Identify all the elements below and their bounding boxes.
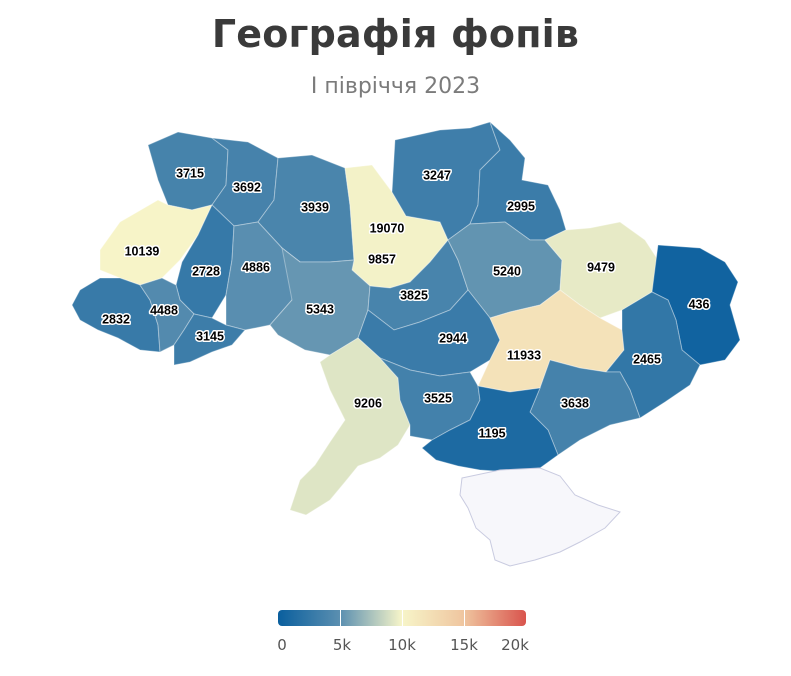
region-kherson[interactable] <box>421 385 559 473</box>
legend-label: 20k <box>501 636 529 654</box>
region-donetsk[interactable] <box>604 291 701 419</box>
region-value-label-odesa: 9206 <box>354 396 382 410</box>
legend-tick <box>401 610 403 626</box>
region-value-label-zhytomyr: 3939 <box>301 200 329 214</box>
legend-tick <box>463 610 465 626</box>
region-value-label-luhansk: 436 <box>689 297 710 311</box>
region-value-label-vinnytsia: 5343 <box>306 302 334 316</box>
legend-label: 5k <box>332 636 352 654</box>
region-value-label-poltava: 5240 <box>493 264 521 278</box>
legend-label: 15k <box>450 636 478 654</box>
labels-layer: 3715 3692 3939 19070 9857 3247 2995 10139 2728 48… <box>101 165 711 442</box>
region-value-label-lviv: 10139 <box>125 244 160 258</box>
region-value-label-kherson: 1195 <box>478 426 505 440</box>
region-value-label-zakarpattia: 2832 <box>102 312 130 326</box>
region-value-label-dnipropetrovsk: 11933 <box>507 348 541 362</box>
regions-layer <box>71 121 741 567</box>
map-subtitle: І півріччя 2023 <box>310 74 481 99</box>
map-title: Географія фопів <box>211 12 580 56</box>
region-crimea[interactable] <box>459 467 621 567</box>
region-value-label-cherkasy: 3825 <box>400 288 428 302</box>
region-value-label-chernihiv: 3247 <box>423 168 451 182</box>
legend-tick <box>339 610 341 626</box>
region-value-label-kirovohrad: 2944 <box>439 331 467 345</box>
region-value-label-kyiv-oblast: 9857 <box>368 252 396 266</box>
region-value-label-rivne: 3692 <box>233 180 261 194</box>
legend-label: 10k <box>388 636 416 654</box>
region-value-label-khmelnytskyi: 4886 <box>242 260 270 274</box>
region-value-label-zaporizhzhia: 3638 <box>561 396 589 410</box>
region-value-label-volyn: 3715 <box>176 166 204 180</box>
region-value-label-ivano-frankivsk: 4488 <box>150 303 178 317</box>
region-value-label-kyiv-city: 19070 <box>370 221 405 235</box>
region-value-label-kharkiv: 9479 <box>587 260 615 274</box>
region-value-label-chernivtsi: 3145 <box>196 329 224 343</box>
region-value-label-donetsk: 2465 <box>633 352 661 366</box>
region-value-label-mykolaiv: 3525 <box>424 391 452 405</box>
legend-label: 0 <box>277 636 287 654</box>
region-value-label-ternopil: 2728 <box>192 264 220 278</box>
region-chernivtsi[interactable] <box>173 313 246 366</box>
region-value-label-sumy: 2995 <box>507 199 535 213</box>
